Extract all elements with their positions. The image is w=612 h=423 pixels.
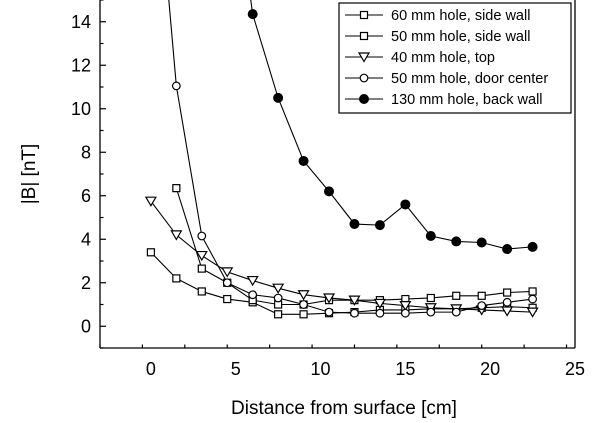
legend-item: 50 mm hole, side wall xyxy=(345,29,530,45)
data-point xyxy=(502,297,512,307)
x-tick-label: 20 xyxy=(480,359,500,379)
legend-marker xyxy=(357,52,371,63)
x-axis-title: Distance from surface [cm] xyxy=(231,398,457,419)
data-point xyxy=(222,278,232,288)
y-tick-label: 6 xyxy=(81,186,91,206)
data-point xyxy=(172,274,181,283)
data-point xyxy=(400,199,411,210)
data-point xyxy=(170,230,183,241)
data-point xyxy=(273,293,283,303)
series-4 xyxy=(168,0,537,318)
legend-marker xyxy=(359,10,369,20)
data-point xyxy=(322,293,336,304)
data-point xyxy=(374,220,385,231)
x-tick-label: 5 xyxy=(231,359,241,379)
data-point xyxy=(144,196,157,207)
data-point xyxy=(299,300,308,309)
series-5 xyxy=(247,0,538,255)
data-point xyxy=(223,294,232,304)
legend-label: 50 mm hole, door center xyxy=(391,71,548,87)
x-tick-label: 10 xyxy=(311,359,331,379)
data-point xyxy=(349,219,360,230)
data-point xyxy=(400,308,410,318)
data-point xyxy=(197,231,207,241)
legend-label: 130 mm hole, back wall xyxy=(391,92,543,108)
y-tick-label: 2 xyxy=(81,273,91,293)
legend-item: 40 mm hole, top xyxy=(345,50,495,66)
data-point xyxy=(373,298,386,310)
data-point xyxy=(221,267,234,278)
legend-label: 50 mm hole, side wall xyxy=(391,29,530,45)
data-point xyxy=(451,307,461,317)
y-axis-title: |B| [nT] xyxy=(19,144,40,205)
series-line xyxy=(168,0,533,314)
legend-item: 60 mm hole, side wall xyxy=(345,8,530,24)
data-point xyxy=(195,250,208,262)
x-tick-label: 25 xyxy=(565,359,585,379)
data-point xyxy=(272,283,285,294)
data-point xyxy=(426,307,436,317)
legend-marker xyxy=(359,31,369,41)
data-point xyxy=(528,294,537,304)
data-point xyxy=(298,155,309,166)
y-tick-label: 14 xyxy=(71,12,91,32)
y-tick-label: 4 xyxy=(81,229,91,249)
legend-marker xyxy=(359,73,369,83)
x-tick-label: 0 xyxy=(146,359,156,379)
data-point xyxy=(501,306,514,317)
data-point xyxy=(274,310,283,319)
data-point xyxy=(451,236,462,247)
data-point xyxy=(171,81,181,91)
data-point xyxy=(452,291,461,300)
y-tick-label: 8 xyxy=(81,142,91,162)
data-point xyxy=(527,241,538,252)
legend-item: 130 mm hole, back wall xyxy=(345,92,543,108)
data-point xyxy=(350,308,359,318)
data-point xyxy=(348,295,361,306)
data-point xyxy=(528,287,537,296)
data-point xyxy=(426,293,435,303)
data-point xyxy=(526,307,539,318)
legend-marker xyxy=(359,93,370,104)
data-point xyxy=(246,275,259,287)
data-point xyxy=(425,230,436,241)
data-point xyxy=(197,264,206,273)
data-point xyxy=(477,291,486,300)
legend-item: 50 mm hole, door center xyxy=(345,71,548,87)
x-tick-label: 15 xyxy=(395,359,415,379)
data-point xyxy=(297,290,310,301)
data-point xyxy=(324,186,335,197)
data-point xyxy=(248,290,258,300)
data-point xyxy=(399,300,412,312)
data-point xyxy=(146,248,155,257)
data-point xyxy=(197,287,206,296)
data-point xyxy=(375,308,385,318)
data-point xyxy=(502,244,513,255)
data-point xyxy=(273,92,284,103)
legend-box xyxy=(338,2,572,114)
data-point xyxy=(247,9,258,20)
legend-label: 40 mm hole, top xyxy=(391,50,495,66)
y-tick-label: 0 xyxy=(81,316,91,336)
data-point xyxy=(172,184,181,193)
data-point xyxy=(476,237,487,248)
data-point xyxy=(477,301,487,310)
data-point xyxy=(299,310,308,319)
data-point xyxy=(503,288,512,297)
data-point xyxy=(324,307,334,317)
legend-label: 60 mm hole, side wall xyxy=(391,8,530,24)
y-tick-label: 10 xyxy=(71,99,91,119)
y-tick-label: 12 xyxy=(71,55,91,75)
